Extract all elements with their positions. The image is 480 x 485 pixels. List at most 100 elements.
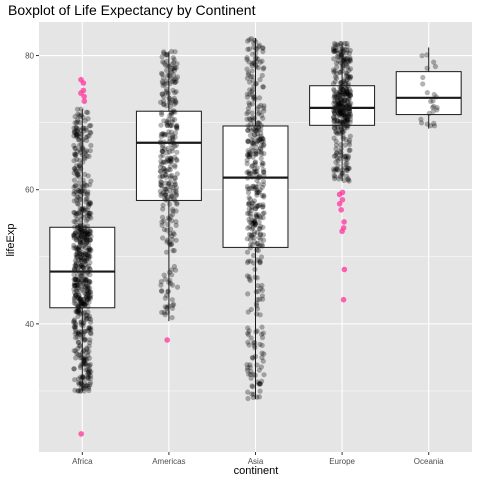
jitter-point — [344, 117, 350, 123]
jitter-point — [168, 99, 174, 106]
jitter-point — [247, 87, 253, 93]
jitter-point — [333, 75, 340, 81]
jitter-point — [333, 150, 340, 156]
jitter-point — [82, 228, 88, 234]
jitter-point — [82, 276, 88, 282]
jitter-point — [78, 254, 84, 261]
jitter-point — [335, 118, 341, 124]
jitter-point — [170, 302, 176, 308]
jitter-point — [333, 90, 340, 96]
jitter-point — [251, 136, 257, 142]
jitter-point — [81, 181, 87, 187]
jitter-point — [164, 168, 170, 174]
jitter-point — [75, 277, 81, 283]
jitter-point — [82, 230, 88, 236]
jitter-point — [72, 165, 78, 172]
jitter-point — [344, 86, 350, 92]
jitter-point — [85, 293, 91, 299]
jitter-point — [249, 88, 255, 94]
jitter-point — [83, 240, 89, 246]
jitter-point — [335, 109, 341, 115]
jitter-point — [165, 183, 171, 189]
jitter-point — [78, 301, 84, 307]
jitter-point — [331, 109, 337, 116]
jitter-point — [85, 189, 91, 195]
jitter-point — [338, 142, 344, 148]
jitter-point — [331, 122, 337, 128]
jitter-point — [164, 80, 170, 86]
jitter-point — [74, 134, 80, 140]
jitter-point — [85, 173, 91, 179]
jitter-point — [251, 168, 257, 174]
jitter-point — [342, 91, 348, 97]
jitter-point — [85, 254, 92, 260]
jitter-point — [258, 143, 265, 149]
jitter-point — [170, 137, 176, 143]
jitter-point — [247, 224, 253, 230]
jitter-point — [331, 100, 337, 106]
jitter-point — [84, 153, 90, 159]
jitter-point — [85, 232, 91, 238]
jitter-point — [72, 258, 79, 264]
jitter-point — [244, 161, 250, 167]
jitter-point — [346, 86, 353, 92]
jitter-point — [82, 228, 88, 234]
jitter-point — [341, 110, 347, 117]
jitter-point — [260, 215, 266, 221]
jitter-point — [248, 117, 254, 123]
jitter-point — [334, 98, 341, 104]
jitter-point — [82, 259, 88, 265]
jitter-point — [170, 109, 176, 115]
jitter-point — [257, 77, 263, 83]
jitter-point — [345, 153, 351, 159]
jitter-point — [245, 190, 252, 196]
jitter-point — [257, 136, 264, 142]
jitter-point — [256, 126, 262, 132]
jitter-point — [246, 152, 253, 158]
jitter-point — [80, 264, 86, 270]
jitter-point — [247, 132, 253, 138]
jitter-point — [86, 278, 93, 284]
jitter-point — [337, 88, 343, 94]
jitter-point — [334, 102, 340, 108]
jitter-point — [254, 168, 260, 174]
y-tick-label: 80 — [25, 52, 34, 61]
jitter-point — [169, 145, 175, 151]
jitter-point — [338, 109, 344, 115]
jitter-point — [333, 142, 340, 148]
jitter-point — [173, 156, 180, 163]
jitter-point — [344, 125, 350, 131]
jitter-point — [73, 213, 79, 219]
jitter-point — [337, 96, 343, 102]
jitter-point — [251, 37, 257, 43]
jitter-point — [337, 69, 343, 75]
jitter-point — [86, 384, 92, 390]
jitter-point — [342, 80, 348, 86]
jitter-point — [170, 211, 176, 217]
jitter-point — [72, 294, 78, 300]
jitter-point — [87, 199, 93, 206]
jitter-point — [85, 375, 91, 381]
jitter-point — [244, 91, 250, 97]
jitter-point — [347, 93, 353, 99]
jitter-point — [334, 131, 340, 137]
jitter-point — [254, 240, 260, 246]
jitter-point — [341, 125, 348, 131]
jitter-point — [169, 282, 176, 288]
jitter-point — [261, 237, 267, 243]
jitter-point — [82, 258, 88, 265]
jitter-point — [82, 380, 88, 386]
jitter-point — [345, 58, 351, 64]
jitter-point — [160, 173, 166, 179]
outlier-point — [338, 207, 345, 213]
jitter-point — [72, 232, 78, 238]
jitter-point — [83, 229, 89, 236]
jitter-point — [249, 203, 255, 209]
jitter-point — [251, 235, 257, 241]
jitter-point — [246, 201, 252, 207]
jitter-point — [160, 131, 167, 137]
jitter-point — [76, 381, 82, 387]
jitter-point — [343, 73, 350, 79]
jitter-point — [347, 57, 353, 63]
jitter-point — [337, 102, 343, 108]
